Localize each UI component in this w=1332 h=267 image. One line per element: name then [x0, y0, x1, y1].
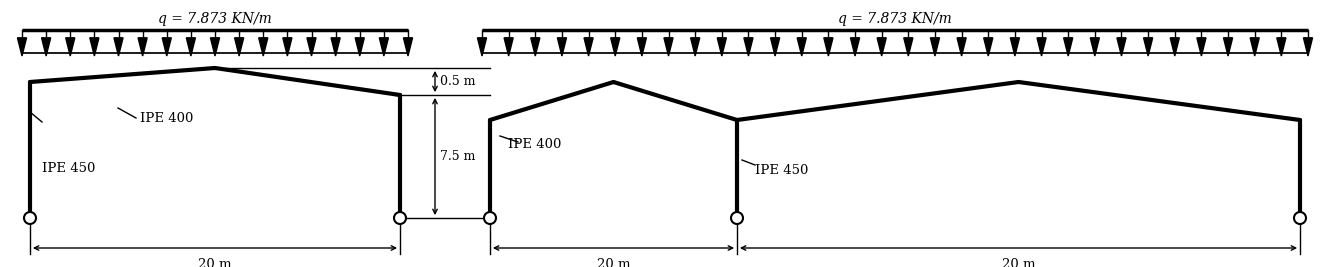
- Text: q = 7.873 KN/m: q = 7.873 KN/m: [159, 12, 272, 26]
- Polygon shape: [1118, 38, 1126, 56]
- Circle shape: [24, 212, 36, 224]
- Polygon shape: [530, 38, 539, 56]
- Text: IPE 450: IPE 450: [43, 162, 96, 175]
- Polygon shape: [610, 38, 619, 56]
- Polygon shape: [717, 38, 726, 56]
- Polygon shape: [234, 38, 244, 56]
- Text: 20 m: 20 m: [198, 258, 232, 267]
- Polygon shape: [823, 38, 832, 56]
- Polygon shape: [210, 38, 220, 56]
- Polygon shape: [663, 38, 673, 56]
- Text: 20 m: 20 m: [1002, 258, 1035, 267]
- Polygon shape: [503, 38, 513, 56]
- Circle shape: [484, 212, 496, 224]
- Polygon shape: [306, 38, 316, 56]
- Polygon shape: [356, 38, 364, 56]
- Polygon shape: [1144, 38, 1152, 56]
- Polygon shape: [1171, 38, 1179, 56]
- Polygon shape: [332, 38, 340, 56]
- Polygon shape: [282, 38, 292, 56]
- Polygon shape: [163, 38, 172, 56]
- Polygon shape: [139, 38, 147, 56]
- Text: IPE 400: IPE 400: [507, 139, 561, 151]
- Polygon shape: [958, 38, 966, 56]
- Polygon shape: [690, 38, 699, 56]
- Polygon shape: [1038, 38, 1046, 56]
- Polygon shape: [41, 38, 51, 56]
- Circle shape: [731, 212, 743, 224]
- Polygon shape: [770, 38, 779, 56]
- Text: 0.5 m: 0.5 m: [440, 75, 476, 88]
- Polygon shape: [557, 38, 566, 56]
- Text: IPE 450: IPE 450: [755, 163, 809, 176]
- Polygon shape: [637, 38, 646, 56]
- Text: 7.5 m: 7.5 m: [440, 150, 476, 163]
- Polygon shape: [931, 38, 939, 56]
- Circle shape: [394, 212, 406, 224]
- Polygon shape: [743, 38, 753, 56]
- Polygon shape: [904, 38, 912, 56]
- Polygon shape: [878, 38, 886, 56]
- Polygon shape: [186, 38, 196, 56]
- Polygon shape: [851, 38, 859, 56]
- Polygon shape: [1064, 38, 1072, 56]
- Circle shape: [1293, 212, 1305, 224]
- Text: 20 m: 20 m: [597, 258, 630, 267]
- Polygon shape: [65, 38, 75, 56]
- Polygon shape: [1197, 38, 1205, 56]
- Text: q = 7.873 KN/m: q = 7.873 KN/m: [838, 12, 952, 26]
- Polygon shape: [1011, 38, 1019, 56]
- Polygon shape: [1304, 38, 1312, 56]
- Polygon shape: [477, 38, 486, 56]
- Polygon shape: [258, 38, 268, 56]
- Polygon shape: [89, 38, 99, 56]
- Polygon shape: [1251, 38, 1259, 56]
- Polygon shape: [115, 38, 123, 56]
- Text: IPE 400: IPE 400: [140, 112, 193, 124]
- Polygon shape: [797, 38, 806, 56]
- Polygon shape: [1091, 38, 1099, 56]
- Polygon shape: [1277, 38, 1285, 56]
- Polygon shape: [380, 38, 389, 56]
- Polygon shape: [404, 38, 413, 56]
- Polygon shape: [984, 38, 992, 56]
- Polygon shape: [17, 38, 27, 56]
- Polygon shape: [1224, 38, 1232, 56]
- Polygon shape: [583, 38, 593, 56]
